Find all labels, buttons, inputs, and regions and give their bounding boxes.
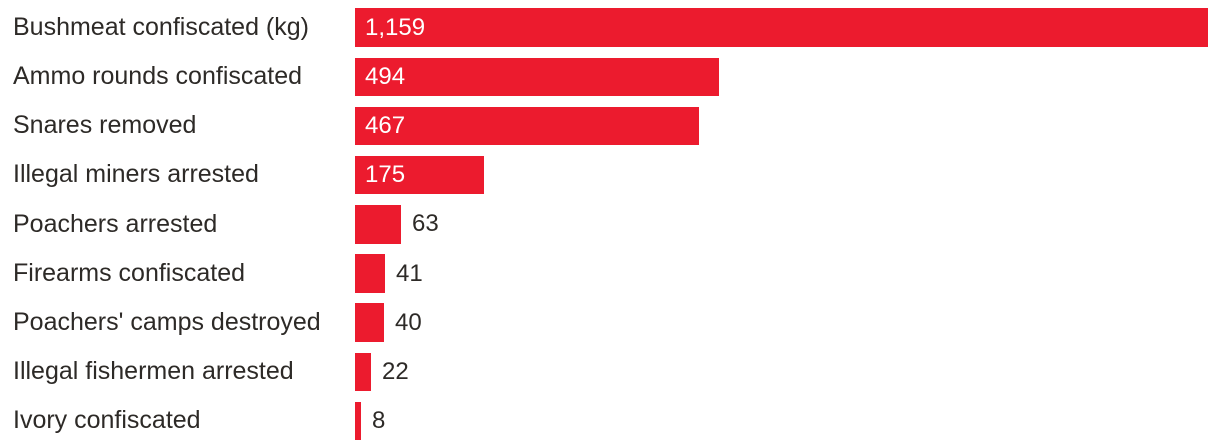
bar-track: 494 [355,57,1220,97]
category-label: Illegal fishermen arrested [13,358,294,386]
value-label: 467 [365,111,406,139]
chart-row: Illegal miners arrested 175 [0,151,1220,200]
value-label: 40 [395,308,422,336]
bar-track: 467 [355,106,1220,146]
bar [355,106,699,146]
bar-track: 22 [355,352,1220,392]
category-label: Poachers arrested [13,210,218,238]
value-label: 8 [372,407,386,435]
bar-track: 41 [355,254,1220,293]
bar [355,401,361,441]
value-label: 175 [365,161,406,189]
category-label: Illegal miners arrested [13,161,259,189]
chart-row: Firearms confiscated 41 [0,249,1220,298]
category-label: Ammo rounds confiscated [13,63,303,91]
bar [355,155,484,195]
category-label: Firearms confiscated [13,259,246,287]
category-label: Bushmeat confiscated (kg) [13,13,309,41]
category-label: Poachers' camps destroyed [13,308,321,336]
bar [355,352,371,392]
chart-row: Ammo rounds confiscated 494 [0,52,1220,101]
bar [355,57,719,97]
value-label: 41 [396,259,423,287]
bar-track: 40 [355,303,1220,342]
chart-row: Bushmeat confiscated (kg) 1,159 [0,3,1220,52]
bar [355,8,1208,47]
value-label: 494 [365,62,406,90]
category-label: Ivory confiscated [13,407,201,435]
bar-track: 1,159 [355,8,1220,47]
chart-row: Snares removed 467 [0,101,1220,150]
bar-track: 63 [355,205,1220,244]
chart-row: Illegal fishermen arrested 22 [0,347,1220,396]
bar [355,303,384,342]
bar-track: 175 [355,155,1220,195]
category-label: Snares removed [13,112,197,140]
bar [355,254,385,293]
value-label: 1,159 [365,13,426,41]
chart-row: Ivory confiscated 8 [0,397,1220,444]
bar [355,205,401,244]
chart-row: Poachers arrested 63 [0,200,1220,249]
chart-row: Poachers' camps destroyed 40 [0,298,1220,347]
value-label: 63 [412,210,439,238]
bar-track: 8 [355,401,1220,441]
value-label: 22 [382,357,409,385]
